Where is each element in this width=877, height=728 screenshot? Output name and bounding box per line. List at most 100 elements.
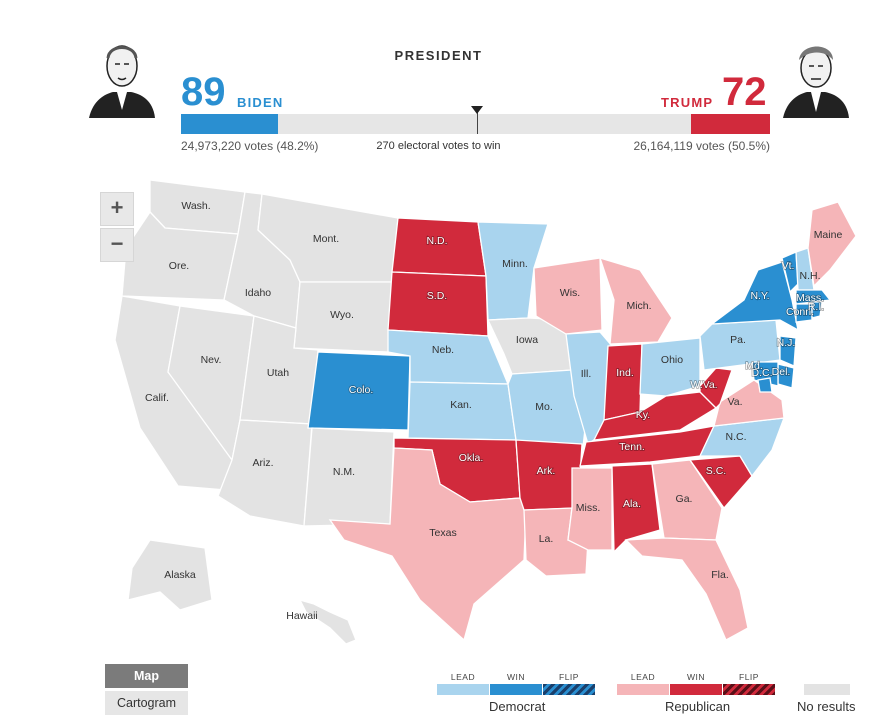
state-label-in: Ind. (616, 367, 634, 379)
state-label-mt: Mont. (313, 233, 339, 245)
rep-candidate-name: TRUMP (661, 95, 714, 110)
dem-progress-fill (181, 114, 279, 134)
state-label-mo: Mo. (535, 401, 553, 413)
rep-electoral-votes: 72 (722, 70, 767, 114)
state-label-ar: Ark. (537, 465, 556, 477)
state-label-id: Idaho (245, 287, 271, 299)
state-ri[interactable] (811, 301, 823, 319)
state-label-oh: Ohio (661, 354, 683, 366)
legend-no-results-label: No results (797, 699, 856, 714)
threshold-note: 270 electoral votes to win (376, 140, 501, 152)
state-label-nh: N.H. (800, 270, 821, 282)
state-fl[interactable] (624, 537, 749, 641)
dem-electoral-votes: 89 (181, 70, 226, 114)
state-label-wi: Wis. (560, 287, 580, 299)
zoom-out-button[interactable]: − (100, 228, 134, 262)
state-ga[interactable] (651, 459, 723, 541)
state-label-nj: N.J. (777, 337, 796, 349)
legend-dem-flip-swatch (543, 684, 595, 695)
state-label-va: Va. (728, 396, 743, 408)
state-wi[interactable] (533, 257, 603, 335)
state-label-ia: Iowa (516, 334, 538, 346)
state-label-az: Ariz. (253, 457, 274, 469)
state-ma[interactable] (795, 289, 832, 305)
legend-dem-flip-label: FLIP (559, 672, 579, 682)
state-label-dc: D.C. (752, 367, 773, 379)
legend-dem-win-label: WIN (506, 672, 526, 682)
dem-popular-votes: 24,973,220 votes (48.2%) (181, 139, 319, 153)
state-label-nm: N.M. (333, 466, 355, 478)
legend-rep-lead-label: LEAD (630, 672, 656, 682)
state-ks[interactable] (407, 381, 517, 441)
dem-candidate-name: BIDEN (237, 95, 284, 110)
state-label-de: Del. (772, 366, 791, 378)
state-ak[interactable] (127, 539, 213, 611)
legend-rep-flip-label: FLIP (739, 672, 759, 682)
state-label-il: Ill. (581, 368, 592, 380)
state-ct[interactable] (795, 303, 813, 323)
state-nj[interactable] (779, 335, 797, 367)
threshold-triangle-icon (470, 106, 483, 114)
state-label-wv: W.Va. (690, 379, 717, 391)
state-label-sd: S.D. (427, 290, 447, 302)
legend-dem-win-swatch (490, 684, 542, 695)
state-label-ok: Okla. (459, 452, 484, 464)
state-label-ks: Kan. (450, 399, 472, 411)
legend-rep-name: Republican (665, 699, 731, 714)
map-view-button[interactable]: Map (105, 664, 188, 688)
state-label-nc: N.C. (726, 431, 747, 443)
state-label-hi: Hawaii (286, 610, 318, 622)
state-sd[interactable] (387, 271, 489, 337)
state-label-mi: Mich. (626, 300, 651, 312)
legend-rep-win-label: WIN (686, 672, 706, 682)
race-title: PRESIDENT (394, 48, 483, 63)
legend-rep-flip-swatch (723, 684, 775, 695)
trump-portrait (781, 32, 851, 118)
state-oh[interactable] (639, 337, 701, 397)
state-label-ne: Neb. (432, 344, 454, 356)
state-label-ky: Ky. (636, 409, 650, 421)
state-label-la: La. (539, 533, 554, 545)
state-hi[interactable] (298, 598, 357, 645)
state-nd[interactable] (391, 217, 487, 277)
legend-no-results-swatch (804, 684, 850, 695)
state-label-wy: Wyo. (330, 309, 354, 321)
state-label-me: Maine (814, 229, 843, 241)
zoom-in-button[interactable]: + (100, 192, 134, 226)
state-label-ga: Ga. (676, 493, 693, 505)
state-label-nd: N.D. (427, 235, 448, 247)
state-label-tx: Texas (429, 527, 456, 539)
state-label-wa: Wash. (181, 200, 210, 212)
state-label-co: Colo. (349, 384, 374, 396)
state-dc[interactable] (757, 377, 773, 393)
electoral-progress-bar (181, 106, 770, 134)
state-label-md: Md. (745, 360, 763, 372)
state-al[interactable] (611, 463, 661, 554)
legend-dem-lead-swatch (437, 684, 489, 695)
rep-popular-votes: 26,164,119 votes (50.5%) (633, 139, 770, 153)
state-label-al: Ala. (623, 498, 641, 510)
state-label-ak: Alaska (164, 569, 196, 581)
threshold-marker (476, 108, 478, 134)
state-label-ma: Mass. (796, 292, 824, 304)
legend-rep-win-swatch (670, 684, 722, 695)
state-label-ny: N.Y. (750, 290, 769, 302)
state-pa[interactable] (699, 319, 781, 371)
state-label-nv: Nev. (201, 354, 222, 366)
cartogram-view-button[interactable]: Cartogram (105, 691, 188, 715)
state-label-or: Ore. (169, 260, 189, 272)
state-label-ri: R.I. (808, 301, 824, 313)
state-label-mn: Minn. (502, 258, 528, 270)
state-tx[interactable] (328, 447, 527, 642)
legend-dem-name: Democrat (489, 699, 546, 714)
state-label-tn: Tenn. (619, 441, 645, 453)
state-me[interactable] (807, 201, 857, 288)
legend-dem-lead-label: LEAD (450, 672, 476, 682)
state-label-ut: Utah (267, 367, 289, 379)
rep-progress-fill (691, 114, 770, 134)
state-label-sc: S.C. (706, 465, 726, 477)
biden-portrait (87, 32, 157, 118)
state-label-vt: Vt. (782, 260, 795, 272)
legend-rep-lead-swatch (617, 684, 669, 695)
